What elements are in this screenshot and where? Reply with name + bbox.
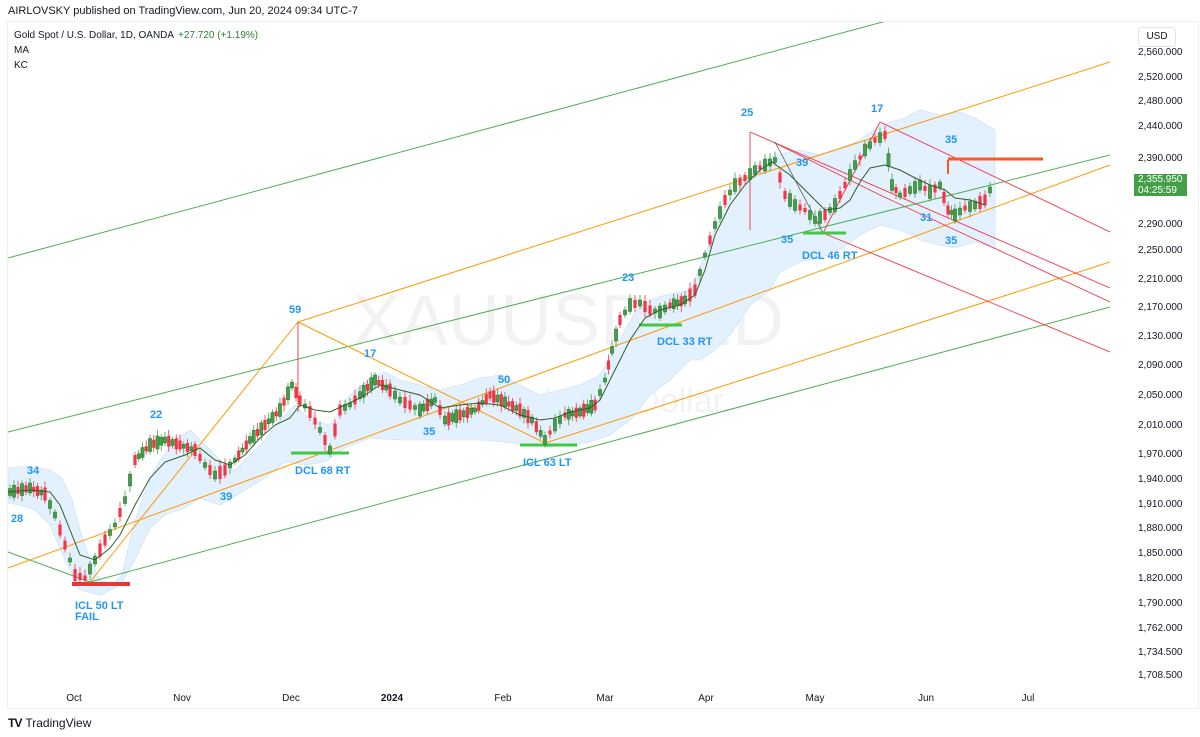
price-change: +27.720 (+1.19%) bbox=[178, 30, 259, 41]
svg-text:50: 50 bbox=[498, 374, 510, 386]
svg-text:39: 39 bbox=[220, 491, 232, 503]
price-tick: 1,790.000 bbox=[1138, 598, 1183, 609]
price-axis[interactable] bbox=[1110, 21, 1199, 709]
brand-name: TradingView bbox=[25, 716, 92, 730]
price-tick: 1,762.000 bbox=[1138, 623, 1183, 634]
svg-text:35: 35 bbox=[423, 426, 435, 438]
svg-text:35: 35 bbox=[781, 234, 793, 246]
svg-text:35: 35 bbox=[945, 235, 957, 247]
price-tick: 1,850.000 bbox=[1138, 548, 1183, 559]
red-pitchfork[interactable] bbox=[297, 121, 1110, 412]
time-label: Apr bbox=[698, 693, 714, 704]
time-label: May bbox=[805, 693, 825, 704]
low-labels: ICL 50 LT FAIL DCL 68 RT ICL 63 LT DCL 3… bbox=[75, 250, 858, 623]
moving-average-line bbox=[8, 161, 986, 561]
price-tick: 2,440.000 bbox=[1138, 121, 1183, 132]
svg-text:34: 34 bbox=[27, 465, 40, 477]
price-tick: 2,010.000 bbox=[1138, 420, 1183, 431]
price-tick: 1,734.500 bbox=[1138, 647, 1183, 658]
time-label: Jun bbox=[917, 693, 935, 704]
publisher-line: AIRLOVSKY published on TradingView.com, … bbox=[8, 5, 358, 17]
time-label: Jul bbox=[1021, 693, 1035, 704]
time-label: Dec bbox=[282, 693, 300, 704]
price-tick: 1,940.000 bbox=[1138, 474, 1183, 485]
svg-text:DCL 68 RT: DCL 68 RT bbox=[295, 465, 351, 477]
indicator-kc[interactable]: KC bbox=[14, 60, 28, 71]
resistance-line-2390[interactable] bbox=[947, 157, 1043, 174]
time-label: Nov bbox=[173, 693, 191, 704]
price-tick: 2,290.000 bbox=[1138, 219, 1183, 230]
green-pitchfork[interactable] bbox=[8, 20, 1110, 583]
svg-text:25: 25 bbox=[741, 107, 753, 119]
price-chart[interactable]: XAUUSD, 1D Gold Spot / U.S. Dollar bbox=[0, 0, 1110, 707]
last-price-value: 2,355.950 bbox=[1138, 174, 1183, 185]
svg-text:28: 28 bbox=[11, 513, 23, 525]
price-tick: 1,910.000 bbox=[1138, 499, 1183, 510]
time-label: Feb bbox=[494, 693, 512, 704]
price-tick: 2,170.000 bbox=[1138, 302, 1183, 313]
svg-text:17: 17 bbox=[871, 103, 883, 115]
svg-text:ICL 50 LT: ICL 50 LT bbox=[75, 600, 124, 612]
svg-text:59: 59 bbox=[289, 304, 301, 316]
time-label: Mar bbox=[596, 693, 614, 704]
svg-text:35: 35 bbox=[945, 134, 957, 146]
price-tick: 1,880.000 bbox=[1138, 523, 1183, 534]
tradingview-mark-icon: TV bbox=[8, 716, 22, 730]
svg-text:17: 17 bbox=[364, 348, 376, 360]
price-tick: 2,250.000 bbox=[1138, 245, 1183, 256]
svg-text:22: 22 bbox=[150, 409, 162, 421]
svg-text:DCL 33 RT: DCL 33 RT bbox=[657, 336, 713, 348]
bar-countdown: 04:25:59 bbox=[1138, 185, 1177, 196]
price-tick: 2,090.000 bbox=[1138, 360, 1183, 371]
price-tick: 2,560.000 bbox=[1138, 47, 1183, 58]
currency-button[interactable]: USD bbox=[1138, 27, 1176, 47]
symbol-name: Gold Spot / U.S. Dollar, 1D, OANDA bbox=[14, 30, 175, 41]
svg-text:23: 23 bbox=[622, 272, 634, 284]
price-tick: 2,050.000 bbox=[1138, 390, 1183, 401]
price-tick: 1,708.500 bbox=[1138, 670, 1183, 681]
indicator-ma[interactable]: MA bbox=[14, 45, 29, 56]
price-tick: 2,480.000 bbox=[1138, 96, 1183, 107]
svg-text:31: 31 bbox=[920, 212, 932, 224]
price-tick: 2,210.000 bbox=[1138, 274, 1183, 285]
tradingview-logo[interactable]: TV TradingView bbox=[8, 716, 91, 730]
svg-text:39: 39 bbox=[796, 157, 808, 169]
symbol-legend-row[interactable]: Gold Spot / U.S. Dollar, 1D, OANDA +27.72… bbox=[14, 28, 258, 43]
price-tick: 2,390.000 bbox=[1138, 153, 1183, 164]
chart-legend: Gold Spot / U.S. Dollar, 1D, OANDA +27.72… bbox=[14, 28, 258, 73]
svg-text:FAIL: FAIL bbox=[75, 611, 99, 623]
svg-text:ICL 63 LT: ICL 63 LT bbox=[523, 457, 572, 469]
orange-pitchfork[interactable] bbox=[8, 61, 1110, 583]
svg-text:DCL 46 RT: DCL 46 RT bbox=[802, 250, 858, 262]
price-tick: 1,820.000 bbox=[1138, 573, 1183, 584]
price-tick: 2,520.000 bbox=[1138, 72, 1183, 83]
price-tick: 1,970.000 bbox=[1138, 449, 1183, 460]
time-label-year: 2024 bbox=[380, 693, 404, 704]
cycle-annotations: 34 28 22 39 59 17 35 50 23 25 39 35 17 3… bbox=[11, 103, 957, 525]
last-price-badge: 2,355.950 04:25:59 bbox=[1134, 174, 1187, 196]
time-label: Oct bbox=[66, 693, 82, 704]
price-tick: 2,130.000 bbox=[1138, 331, 1183, 342]
